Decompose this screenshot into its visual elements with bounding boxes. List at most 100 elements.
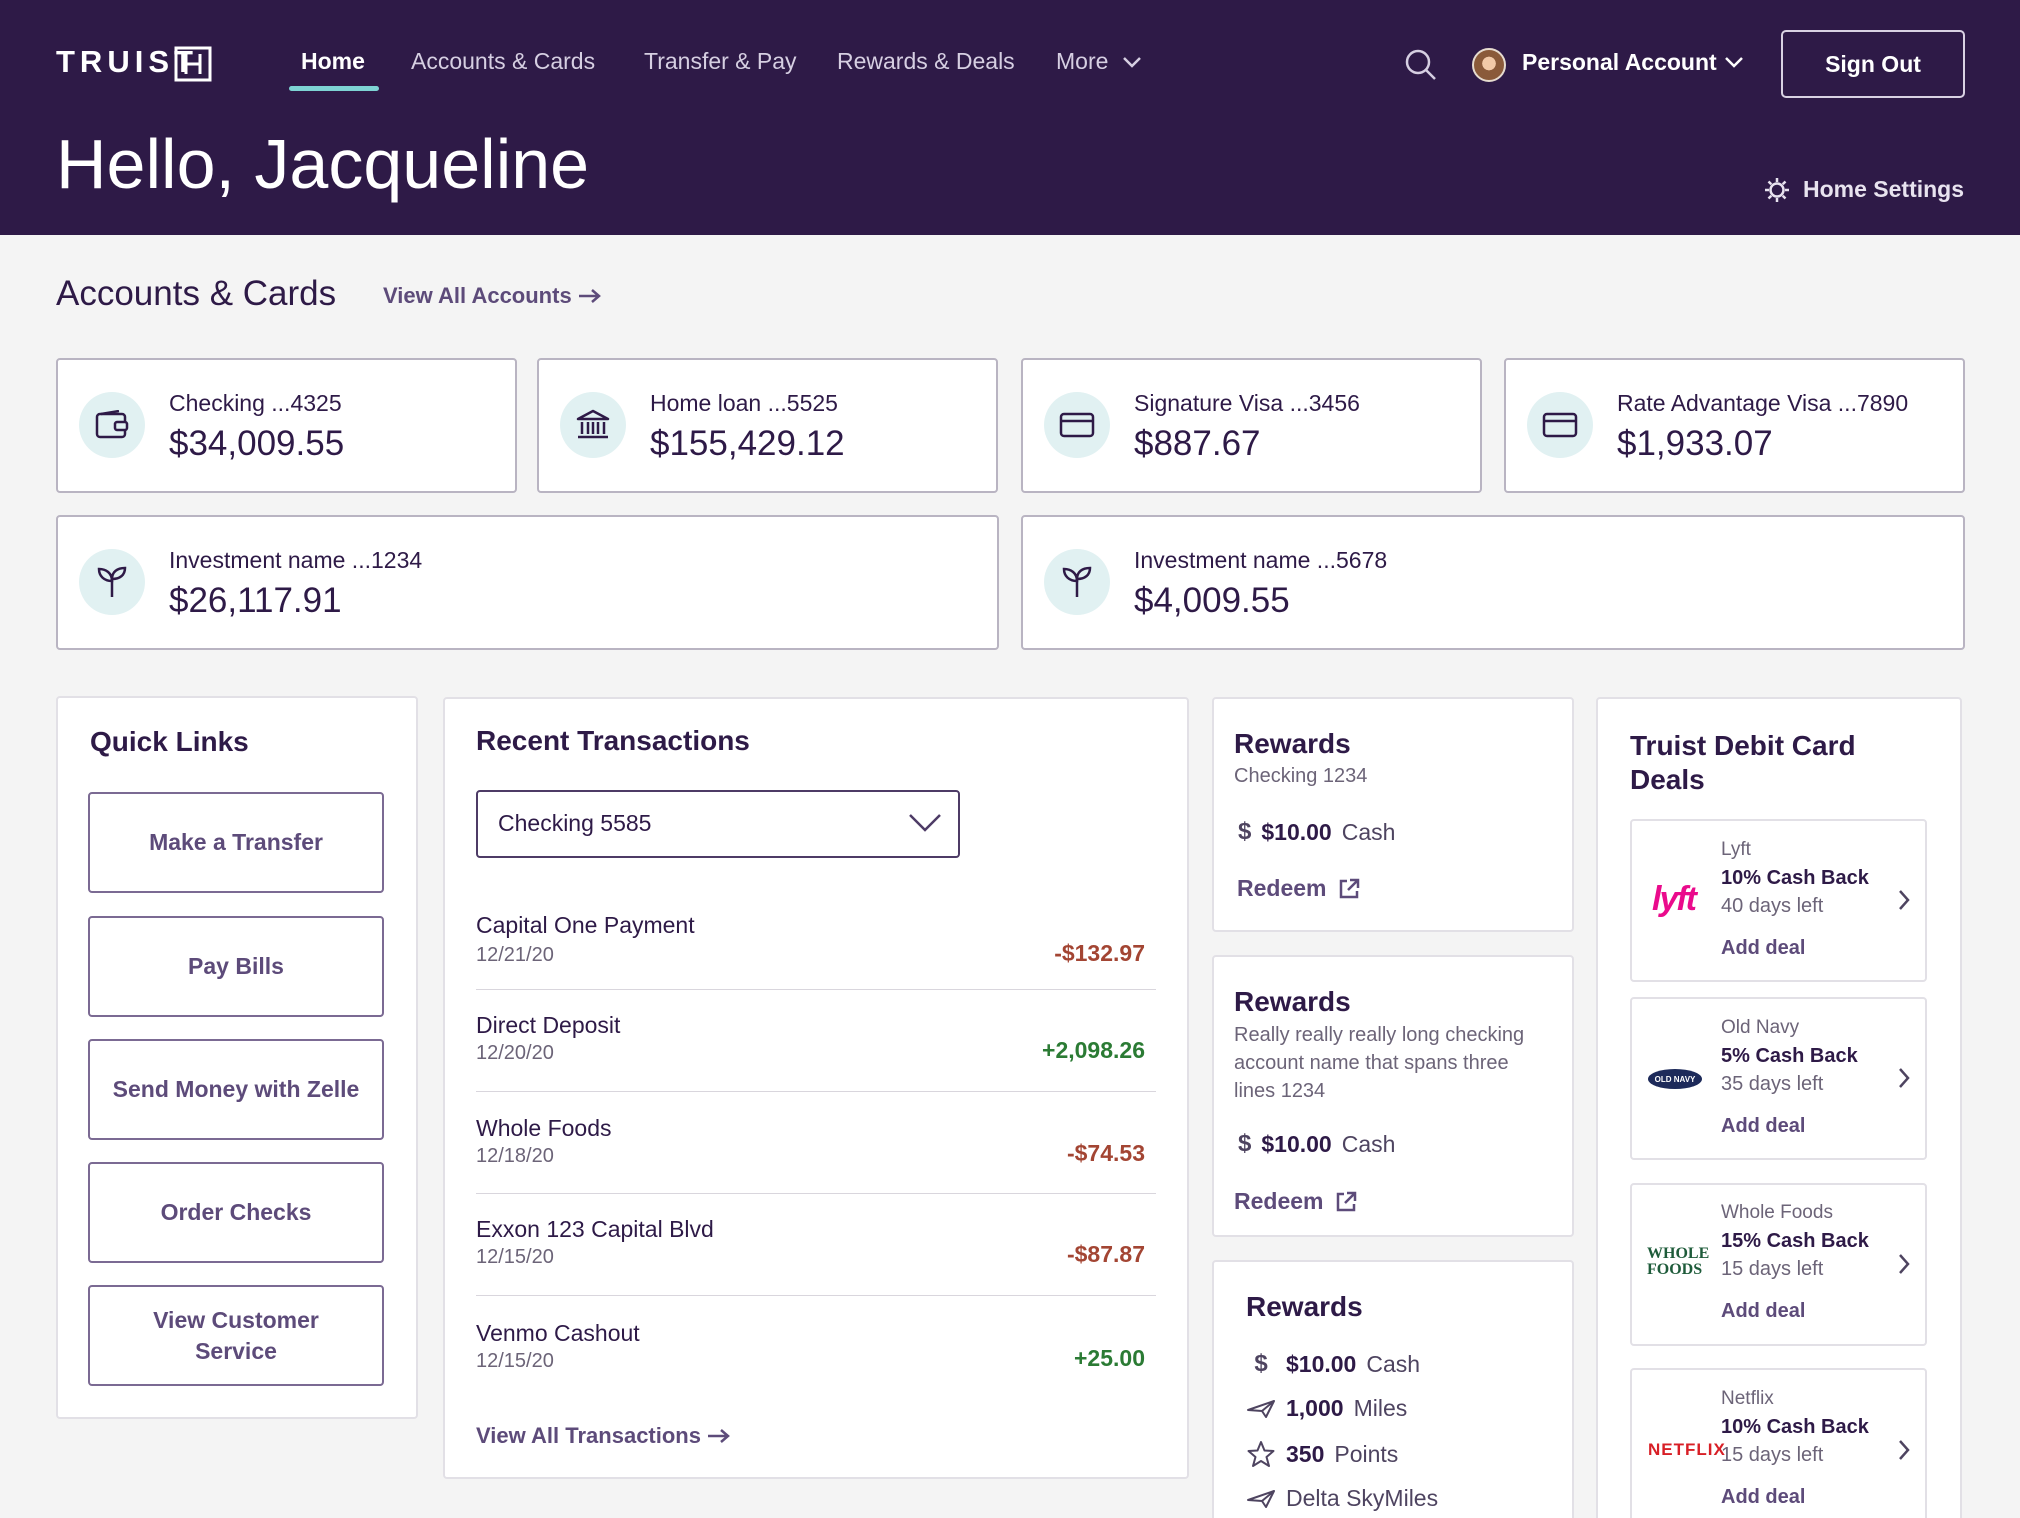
view-all-transactions-link[interactable]: View All Transactions — [476, 1423, 731, 1449]
rewards-amount: $10.00 — [1286, 1350, 1357, 1377]
deal-days-left: 40 days left — [1721, 895, 1824, 917]
sign-out-button[interactable]: Sign Out — [1781, 30, 1965, 98]
transaction-name[interactable]: Direct Deposit — [476, 1012, 621, 1038]
account-icon-circle — [1044, 392, 1110, 458]
netflix-logo: NETFLIX — [1648, 1440, 1726, 1459]
add-deal-link[interactable]: Add deal — [1721, 1486, 1806, 1508]
whole-foods-logo: WHOLE FOODS — [1647, 1245, 1710, 1278]
deal-merchant: Whole Foods — [1721, 1202, 1833, 1223]
chevron-right-icon[interactable] — [1897, 1067, 1911, 1089]
account-card-investment-5678[interactable] — [1021, 515, 1965, 650]
rewards-unit: Cash — [1366, 1350, 1421, 1377]
redeem-link[interactable]: Redeem — [1234, 1188, 1357, 1215]
deal-cash-back: 10% Cash Back — [1721, 1416, 1869, 1438]
transaction-name[interactable]: Whole Foods — [476, 1115, 612, 1141]
rewards-card — [1212, 697, 1574, 932]
star-icon — [1247, 1441, 1275, 1467]
deal-merchant: Lyft — [1721, 839, 1751, 860]
account-card-investment-1234[interactable] — [56, 515, 999, 650]
transaction-name[interactable]: Venmo Cashout — [476, 1320, 640, 1346]
divider — [476, 1295, 1156, 1296]
account-icon-circle — [1044, 549, 1110, 615]
make-transfer-button[interactable]: Make a Transfer — [88, 792, 384, 893]
account-name: Investment name ...5678 — [1134, 547, 1388, 573]
external-link-icon — [1340, 878, 1360, 898]
pay-bills-button[interactable]: Pay Bills — [88, 916, 384, 1017]
transaction-amount: -$74.53 — [1066, 1140, 1145, 1166]
bank-icon — [576, 409, 610, 439]
transaction-name[interactable]: Exxon 123 Capital Blvd — [476, 1216, 714, 1242]
account-icon-circle — [79, 392, 145, 458]
deal-card-lyft[interactable] — [1630, 819, 1927, 982]
deal-card-whole-foods[interactable] — [1630, 1183, 1927, 1346]
account-card-rate-advantage-visa[interactable] — [1504, 358, 1965, 493]
rewards-points-line: 350 Points — [1246, 1440, 1398, 1468]
rewards-cash-line: $ $10.00 Cash — [1238, 818, 1395, 846]
deals-title: Truist Debit Card Deals — [1630, 730, 1856, 795]
rewards-title: Rewards — [1234, 986, 1351, 1017]
home-settings-link[interactable]: Home Settings — [1803, 176, 1965, 202]
deal-card-netflix[interactable] — [1630, 1368, 1927, 1518]
nav-more[interactable]: More — [1056, 48, 1109, 74]
account-name: Home loan ...5525 — [650, 390, 838, 416]
plane-icon — [1247, 1399, 1275, 1418]
nav-home[interactable]: Home — [301, 48, 365, 74]
rewards-amount: 350 — [1286, 1440, 1325, 1467]
arrow-right-icon — [707, 1429, 730, 1443]
rewards-account: Really really really long checking accou… — [1234, 1024, 1525, 1102]
credit-card-icon — [1542, 412, 1578, 438]
account-switcher[interactable]: Personal Account — [1522, 49, 1717, 75]
add-deal-link[interactable]: Add deal — [1721, 1300, 1806, 1322]
view-all-accounts-label: View All Accounts — [383, 283, 572, 308]
account-select-dropdown[interactable] — [476, 790, 960, 858]
divider — [476, 989, 1156, 990]
nav-accounts-cards[interactable]: Accounts & Cards — [411, 48, 596, 74]
view-all-accounts-link[interactable]: View All Accounts — [383, 283, 602, 309]
account-name: Rate Advantage Visa ...7890 — [1617, 390, 1909, 416]
greeting-heading: Hello, Jacqueline — [56, 125, 590, 203]
chevron-down-icon[interactable] — [1724, 56, 1744, 70]
transaction-amount: -$132.97 — [1054, 940, 1145, 966]
send-money-zelle-button[interactable]: Send Money with Zelle — [88, 1039, 384, 1140]
account-icon-circle — [560, 392, 626, 458]
deal-cash-back: 15% Cash Back — [1721, 1230, 1869, 1252]
dollar-icon: $ — [1238, 818, 1252, 845]
transaction-amount: +2,098.26 — [1042, 1037, 1145, 1063]
order-checks-button[interactable]: Order Checks — [88, 1162, 384, 1263]
nav-transfer-pay[interactable]: Transfer & Pay — [644, 48, 797, 74]
deal-days-left: 35 days left — [1721, 1073, 1824, 1095]
rewards-cash-line: $ $10.00 Cash — [1246, 1350, 1420, 1378]
chevron-right-icon[interactable] — [1897, 1253, 1911, 1275]
transaction-date: 12/15/20 — [476, 1350, 554, 1372]
rewards-title: Rewards — [1246, 1291, 1363, 1322]
accounts-section-title: Accounts & Cards — [56, 274, 337, 313]
view-all-transactions-label: View All Transactions — [476, 1423, 701, 1448]
rewards-unit: Delta SkyMiles — [1286, 1485, 1439, 1511]
quick-links-title: Quick Links — [90, 726, 249, 757]
rewards-account: Checking 1234 — [1234, 765, 1368, 787]
dollar-icon: $ — [1254, 1350, 1268, 1377]
rewards-miles-line: 1,000 Miles — [1246, 1395, 1407, 1422]
rewards-title: Rewards — [1234, 728, 1351, 759]
rewards-unit: Miles — [1353, 1395, 1408, 1421]
view-customer-service-button[interactable]: View Customer Service — [88, 1285, 384, 1386]
deal-merchant: Netflix — [1721, 1388, 1774, 1409]
truist-logo[interactable]: TRUIST — [56, 44, 198, 79]
nav-rewards-deals[interactable]: Rewards & Deals — [837, 48, 1015, 74]
lyft-logo: lyft — [1652, 880, 1697, 918]
chevron-right-icon[interactable] — [1897, 1439, 1911, 1461]
chevron-right-icon[interactable] — [1897, 889, 1911, 911]
redeem-link[interactable]: Redeem — [1237, 875, 1360, 902]
deal-days-left: 15 days left — [1721, 1444, 1824, 1466]
avatar[interactable] — [1472, 48, 1506, 82]
gear-icon[interactable] — [1764, 177, 1790, 203]
add-deal-link[interactable]: Add deal — [1721, 1115, 1806, 1137]
account-name: Investment name ...1234 — [169, 547, 423, 573]
add-deal-link[interactable]: Add deal — [1721, 937, 1806, 959]
search-icon[interactable] — [1404, 48, 1438, 82]
account-name: Checking ...4325 — [169, 390, 342, 416]
rewards-amount: $10.00 — [1261, 818, 1332, 845]
rewards-amount: $10.00 — [1261, 1130, 1332, 1157]
top-header — [0, 0, 2020, 235]
transaction-name[interactable]: Capital One Payment — [476, 912, 695, 938]
